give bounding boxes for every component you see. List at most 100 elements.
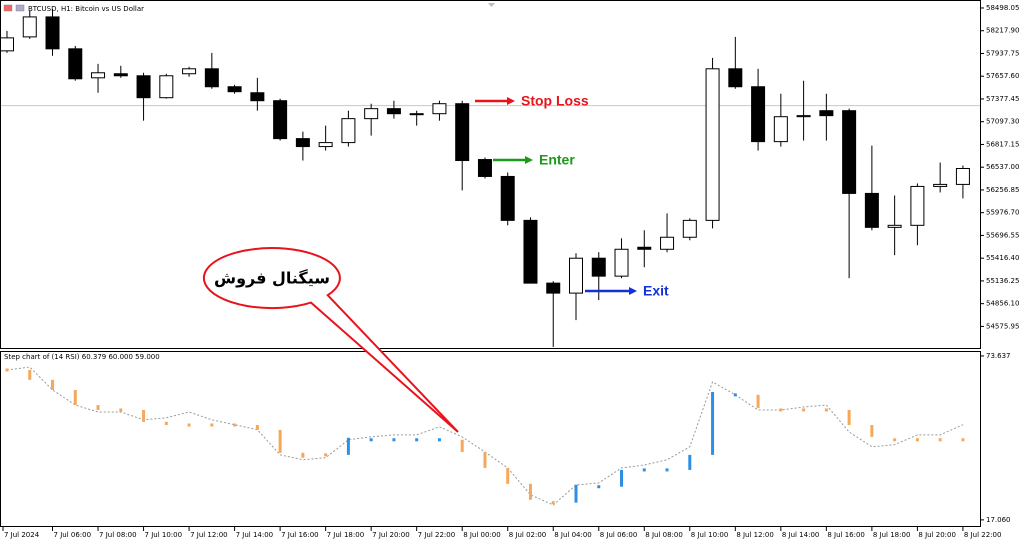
x-tick-label: 8 Jul 10:00: [691, 531, 729, 539]
candle-body: [819, 110, 834, 117]
candle-body: [955, 167, 970, 185]
step-bar: [528, 483, 532, 500]
arrow-head: [507, 97, 515, 105]
step-bar: [665, 468, 669, 472]
candle-body: [227, 86, 242, 93]
arrow-head: [525, 156, 533, 164]
step-bar: [733, 393, 737, 397]
icon: [15, 4, 25, 12]
candle-body: [136, 75, 151, 99]
candle-body: [728, 68, 743, 88]
x-tick-label: 8 Jul 22:00: [964, 531, 1002, 539]
chart-title: BTCUSD, H1: Bitcoin vs US Dollar: [28, 5, 144, 13]
step-bar: [346, 437, 350, 455]
y-tick-label: 73.637: [986, 352, 1011, 360]
step-bar: [961, 438, 965, 442]
x-tick-label: 8 Jul 00:00: [463, 531, 501, 539]
annotation: Stop Loss: [521, 93, 589, 109]
candle-body: [705, 68, 720, 221]
candle-body: [569, 257, 583, 294]
step-bar: [688, 454, 692, 470]
step-bar: [574, 484, 578, 503]
x-tick-label: 8 Jul 02:00: [509, 531, 547, 539]
y-tick-label: 57097.30: [986, 118, 1019, 126]
step-bar: [73, 389, 77, 406]
y-tick-label: 56817.15: [986, 140, 1019, 148]
step-bar: [5, 368, 9, 372]
callout-bubble: [202, 247, 459, 433]
candle-body: [273, 100, 288, 140]
y-tick-label: 54856.10: [986, 300, 1019, 308]
step-bar: [255, 425, 259, 430]
scroll-marker: [488, 3, 495, 7]
x-tick-label: 8 Jul 20:00: [918, 531, 956, 539]
candle-body: [204, 68, 219, 88]
x-tick-label: 7 Jul 2024: [4, 531, 40, 539]
x-tick-label: 8 Jul 16:00: [827, 531, 865, 539]
step-bar: [847, 409, 851, 426]
candle-body: [660, 236, 675, 250]
step-bar: [210, 423, 214, 427]
candle-body: [614, 248, 629, 277]
indicator-panel-frame: [0, 351, 981, 527]
x-tick-label: 7 Jul 18:00: [327, 531, 365, 539]
y-tick-label: 56256.85: [986, 186, 1019, 194]
candle-body: [455, 103, 470, 162]
x-tick-label: 8 Jul 08:00: [645, 531, 683, 539]
candle-body: [432, 103, 447, 115]
step-bar: [324, 453, 328, 457]
candle-body: [910, 185, 925, 226]
candle-body: [364, 108, 379, 120]
candle-body: [68, 48, 83, 80]
step-bar: [642, 468, 646, 472]
step-bar: [392, 438, 396, 442]
candle-body: [409, 113, 424, 116]
step-bar: [187, 423, 191, 427]
y-tick-label: 55976.70: [986, 209, 1019, 217]
candle-body: [523, 219, 538, 284]
step-bar: [597, 485, 601, 489]
step-bar: [551, 501, 555, 505]
annotation: Exit: [643, 283, 669, 299]
step-bar: [369, 438, 373, 442]
step-bar: [278, 429, 282, 453]
candle-body: [864, 192, 879, 228]
candle-body: [386, 108, 401, 115]
candle-body: [773, 116, 788, 143]
candle-body: [887, 224, 902, 228]
step-bar: [779, 408, 783, 412]
x-tick-label: 8 Jul 04:00: [554, 531, 592, 539]
step-bar: [233, 423, 237, 427]
candle-body: [637, 246, 652, 250]
y-tick-label: 57377.45: [986, 95, 1019, 103]
y-tick-label: 55696.55: [986, 231, 1019, 239]
x-tick-label: 7 Jul 16:00: [281, 531, 319, 539]
candle-body: [250, 92, 265, 102]
x-tick-label: 7 Jul 22:00: [418, 531, 456, 539]
candle-body: [933, 183, 948, 187]
candle-body: [182, 68, 197, 75]
step-bar: [437, 438, 441, 442]
candle-body: [682, 219, 697, 238]
x-tick-label: 7 Jul 08:00: [99, 531, 137, 539]
candle-body: [842, 110, 857, 194]
candle-body: [796, 115, 811, 118]
main-panel-frame: [0, 0, 981, 349]
candle-body: [546, 282, 561, 294]
step-bar: [164, 421, 168, 426]
candle-body: [500, 175, 515, 221]
step-bar: [51, 379, 55, 390]
step-bar: [802, 408, 806, 412]
x-tick-label: 7 Jul 20:00: [372, 531, 410, 539]
step-bar: [96, 405, 100, 410]
step-bar: [301, 452, 305, 458]
step-bar: [483, 451, 487, 468]
x-tick-label: 8 Jul 12:00: [736, 531, 774, 539]
annotation: Enter: [539, 152, 575, 168]
step-bar: [506, 467, 510, 484]
step-bar: [711, 391, 715, 455]
candle-body: [0, 37, 14, 52]
step-bar: [620, 469, 624, 487]
